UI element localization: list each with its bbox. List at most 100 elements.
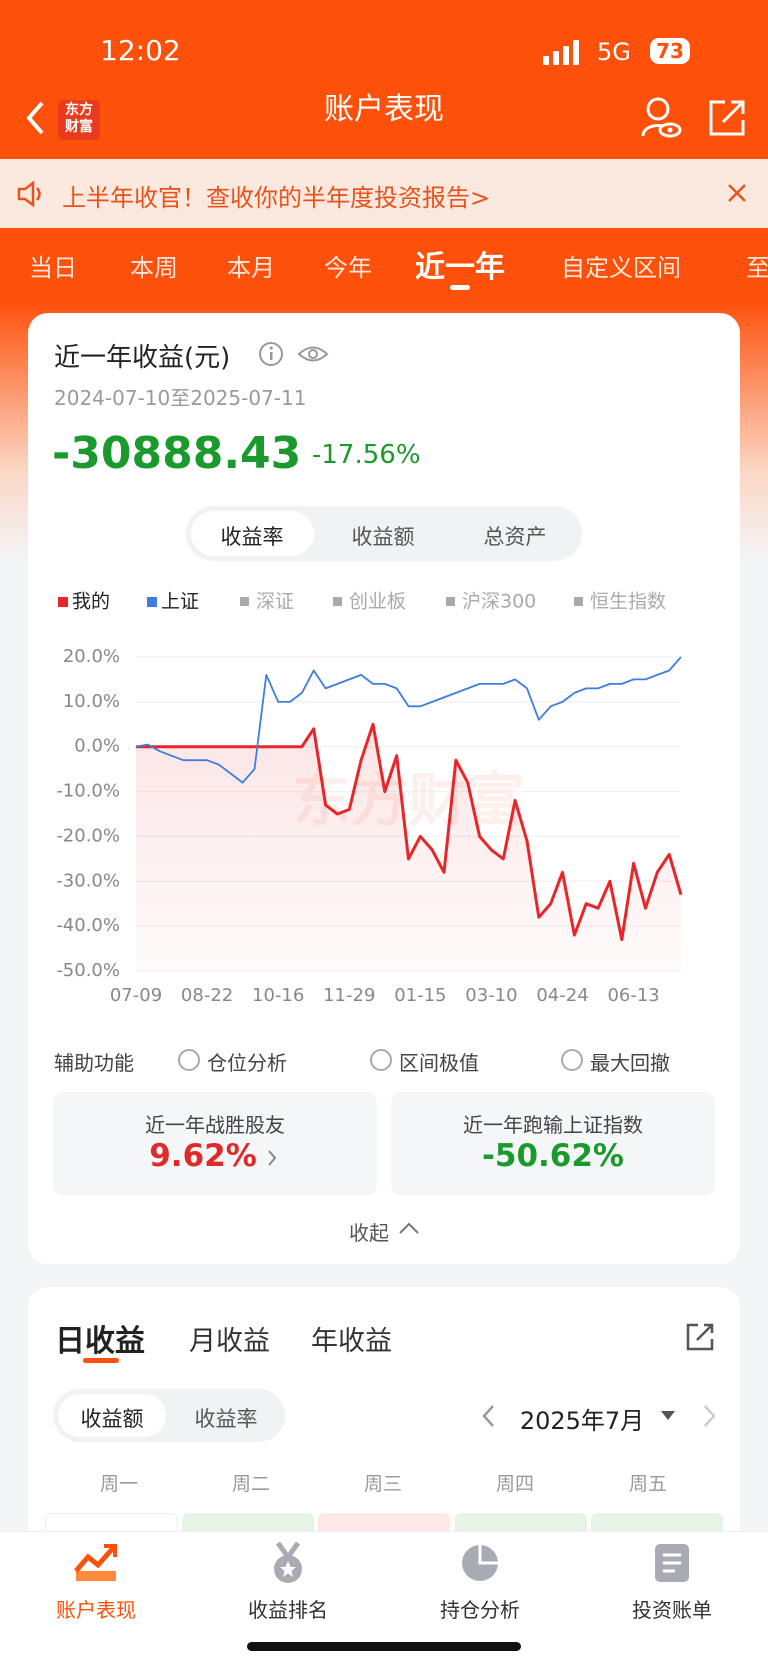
legend-label: 创业板 [349, 591, 406, 613]
legend-swatch [147, 597, 157, 607]
radio[interactable] [370, 1049, 392, 1071]
weekday: 周一 [99, 1473, 139, 1495]
logo-text: 财富 [65, 119, 93, 135]
tool-option[interactable]: 仓位分析 [207, 1051, 287, 1075]
status-time: 12:02 [100, 34, 181, 67]
nav-icon[interactable] [268, 1541, 308, 1585]
area [136, 724, 681, 971]
radio[interactable] [561, 1049, 583, 1071]
weekday: 周四 [495, 1473, 535, 1495]
chevron-up [399, 1222, 419, 1234]
line [135, 656, 682, 784]
nav-icon[interactable] [654, 1543, 690, 1583]
stat-box[interactable] [53, 1092, 377, 1195]
app-logo: 东方 财富 [58, 100, 100, 140]
period-tab[interactable]: 本月 [227, 254, 275, 282]
line [136, 722, 683, 942]
share-icon[interactable] [707, 98, 747, 138]
stat-box [391, 1092, 715, 1195]
tool-option[interactable]: 最大回撤 [590, 1051, 670, 1075]
toggle-option[interactable]: 收益率 [194, 1407, 258, 1431]
logo-text: 东方 [65, 102, 93, 118]
stat-value: 9.62% [149, 1138, 257, 1174]
banner-text[interactable]: 上半年收官！查收你的半年度投资报告> [62, 184, 491, 212]
period-tab[interactable]: 当日 [29, 254, 77, 282]
toggle-option[interactable]: 收益额 [80, 1407, 144, 1431]
home-indicator [247, 1642, 521, 1651]
legend-swatch [446, 597, 455, 606]
period-tab-active[interactable]: 近一年 [415, 250, 505, 285]
stat-value: -50.62% [482, 1138, 624, 1174]
nav-label-active[interactable]: 账户表现 [56, 1598, 136, 1622]
y-tick-label: 10.0% [63, 691, 120, 712]
legend-swatch [333, 597, 342, 606]
nav-label[interactable]: 持仓分析 [440, 1598, 520, 1622]
collapse-button[interactable]: 收起 [349, 1221, 389, 1245]
x-tick-label: 07-09 [110, 985, 162, 1006]
return-percent: -17.56% [312, 440, 421, 470]
y-tick-label: 0.0% [74, 736, 120, 757]
earnings-tab[interactable]: 月收益 [189, 1326, 270, 1357]
amount-toggle-active [58, 1394, 166, 1437]
y-tick-label: 20.0% [63, 646, 120, 667]
page-title: 账户表现 [324, 92, 444, 127]
y-tick-label: -30.0% [56, 870, 120, 891]
legend-swatch [574, 597, 583, 606]
network-label: 5G [597, 38, 631, 66]
legend-label: 深证 [256, 591, 294, 613]
tool-option[interactable]: 区间极值 [399, 1051, 479, 1075]
summary-title: 近一年收益(元) [54, 343, 231, 373]
account-icon[interactable] [640, 96, 684, 140]
earnings-tab[interactable]: 年收益 [311, 1326, 392, 1357]
month-dropdown[interactable] [660, 1410, 676, 1422]
nav-icon[interactable] [74, 1543, 118, 1583]
x-tick-label: 08-22 [181, 985, 233, 1006]
close-button[interactable] [727, 183, 747, 203]
x-tick-label: 10-16 [252, 985, 304, 1006]
radio[interactable] [178, 1049, 200, 1071]
y-tick-label: -40.0% [56, 915, 120, 936]
date-range: 2024-07-10至2025-07-11 [54, 386, 307, 410]
legend-swatch [240, 597, 249, 606]
legend-label: 沪深300 [462, 591, 536, 613]
tab-indicator [450, 285, 470, 290]
x-tick-label: 06-13 [607, 985, 659, 1006]
period-tab[interactable]: 今年 [324, 254, 372, 282]
legend-label: 上证 [161, 591, 199, 613]
view-tab[interactable]: 收益率 [220, 525, 284, 549]
y-tick-label: -10.0% [56, 781, 120, 802]
period-tab[interactable]: 本周 [130, 254, 178, 282]
signal-icon [543, 40, 579, 65]
report-banner[interactable] [0, 159, 768, 228]
prev-month[interactable] [480, 1403, 496, 1429]
earnings-tab-active[interactable]: 日收益 [55, 1324, 145, 1359]
nav-label[interactable]: 收益排名 [248, 1598, 328, 1622]
x-tick-label: 01-15 [394, 985, 446, 1006]
y-tick-label: -20.0% [56, 825, 120, 846]
total-return: -30888.43 [52, 428, 302, 479]
share-icon[interactable] [684, 1321, 716, 1353]
battery: 73 [650, 38, 690, 64]
legend-label: 我的 [72, 591, 110, 613]
period-tab[interactable]: 至 [746, 254, 768, 282]
info-icons[interactable] [257, 339, 337, 369]
x-tick-label: 04-24 [536, 985, 588, 1006]
y-tick-label: -50.0% [56, 960, 120, 981]
next-month[interactable] [702, 1403, 718, 1429]
nav-label[interactable]: 投资账单 [632, 1598, 712, 1622]
period-tab[interactable]: 自定义区间 [561, 254, 681, 282]
x-tick-label: 03-10 [465, 985, 517, 1006]
nav-icon[interactable] [460, 1543, 500, 1583]
tools-label: 辅助功能 [54, 1051, 134, 1075]
view-tab[interactable]: 总资产 [483, 525, 547, 549]
weekday: 周五 [628, 1473, 668, 1495]
month-label[interactable]: 2025年7月 [519, 1407, 645, 1435]
weekday: 周三 [363, 1473, 403, 1495]
view-tab[interactable]: 收益额 [351, 525, 415, 549]
legend-label: 恒生指数 [590, 591, 666, 613]
back-button[interactable] [24, 100, 48, 136]
stat-label: 近一年跑输上证指数 [463, 1113, 643, 1137]
speaker-icon [17, 180, 41, 208]
